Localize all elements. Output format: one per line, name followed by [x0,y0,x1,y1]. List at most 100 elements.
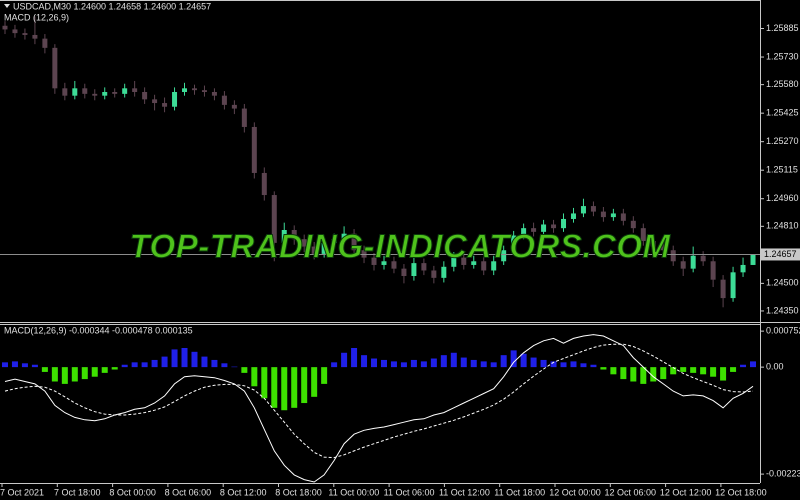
candle-body [231,104,237,109]
candle-body [211,92,217,96]
candle-body [590,206,596,212]
x-tick-label: 11 Oct 06:00 [384,487,435,497]
candle-body [32,34,38,39]
candle-body [730,272,736,299]
histogram-bar [341,352,348,368]
candle-body [112,92,118,94]
candle-body [421,263,427,271]
histogram-bar [460,357,467,368]
candle-body [341,233,347,240]
candle-body [541,224,547,232]
candle-body [92,93,98,96]
y-tick-label: 1.25885 [766,23,799,33]
candle-body [501,250,507,262]
signal-line [4,343,754,459]
candle-body [521,228,527,236]
y-tick-label: 1.25270 [766,136,799,146]
histogram-bar [520,353,527,368]
histogram-bar [201,356,208,368]
x-tick-label: 8 Oct 18:00 [275,487,322,497]
histogram-bar [570,361,577,368]
x-tick-label: 8 Oct 00:00 [109,487,156,497]
histogram-bar [261,367,268,399]
candle-body [471,261,477,265]
histogram-bar [181,347,188,368]
candle-body [690,255,696,269]
candle-body [132,88,138,92]
histogram-bar [530,357,537,368]
candle-body [142,92,148,100]
histogram-bar [640,367,647,384]
candle-body [630,220,636,229]
histogram-bar [141,362,148,368]
histogram-bar [11,361,18,368]
y-tick-label: 1.24350 [766,305,799,315]
x-tick-label: 11 Oct 00:00 [328,487,379,497]
macd-title: MACD(12,26,9) -0.000344 -0.000478 0.0001… [4,325,193,335]
candle-body [620,213,626,221]
candle-body [491,261,497,271]
y-tick-label: 1.25730 [766,51,799,61]
watermark: TOP-TRADING-INDICATORS.COM [130,228,672,265]
histogram-bar [251,367,258,387]
candle-body [740,264,746,273]
candle-body [411,263,417,276]
candle-body [52,47,58,89]
candle-body [72,88,78,96]
histogram-bar [630,367,637,382]
histogram-bar [730,367,737,372]
histogram-bar [660,367,667,380]
histogram-bar [700,367,707,375]
y-tick-label: 1.25580 [766,79,799,89]
histogram-bar [470,359,477,368]
candle-body [461,257,467,265]
candle-body [600,211,606,218]
candle-body [281,230,287,243]
histogram-bar [400,362,407,368]
macd-panel [1,334,757,483]
histogram-bar [620,367,627,380]
candle-body [22,33,28,35]
candle-body [371,257,377,265]
histogram-bar [410,359,417,368]
candle-body [680,261,686,269]
candle-body [271,195,277,243]
candle-body [650,241,656,247]
candle-body [391,261,397,269]
candle-body [750,254,756,265]
histogram-bar [361,355,368,368]
candle-body [451,257,457,267]
histogram-bar [720,367,727,381]
histogram-bar [131,362,138,368]
x-tick-label: 12 Oct 18:00 [715,487,767,497]
y-tick-label: 0.000752 [766,326,800,336]
candle-body [291,230,297,240]
candle-body [102,92,108,96]
candle-body [172,92,178,107]
x-tick-label: 11 Oct 12:00 [439,487,490,497]
histogram-bar [331,362,338,368]
candle-body [441,266,447,278]
histogram-bar [101,367,108,373]
candle-body [660,246,666,251]
candle-body [381,261,387,265]
x-tick-label: 8 Oct 06:00 [165,487,212,497]
y-tick-label: 1.25425 [766,108,799,118]
histogram-bar [61,367,68,384]
histogram-bar [430,358,437,368]
candle-body [700,255,706,262]
histogram-bar [610,367,617,375]
histogram-bar [301,367,308,404]
candle-body [182,88,188,92]
histogram-bar [500,355,507,368]
last-price-box [761,248,800,261]
histogram-bar [440,355,447,368]
histogram-bar [311,367,318,397]
collapse-icon [4,4,10,8]
x-tick-label: 7 Oct 18:00 [54,487,101,497]
candle-body [401,268,407,276]
x-tick-label: 12 Oct 06:00 [605,487,657,497]
histogram-bar [91,367,98,377]
histogram-bar [510,350,517,368]
